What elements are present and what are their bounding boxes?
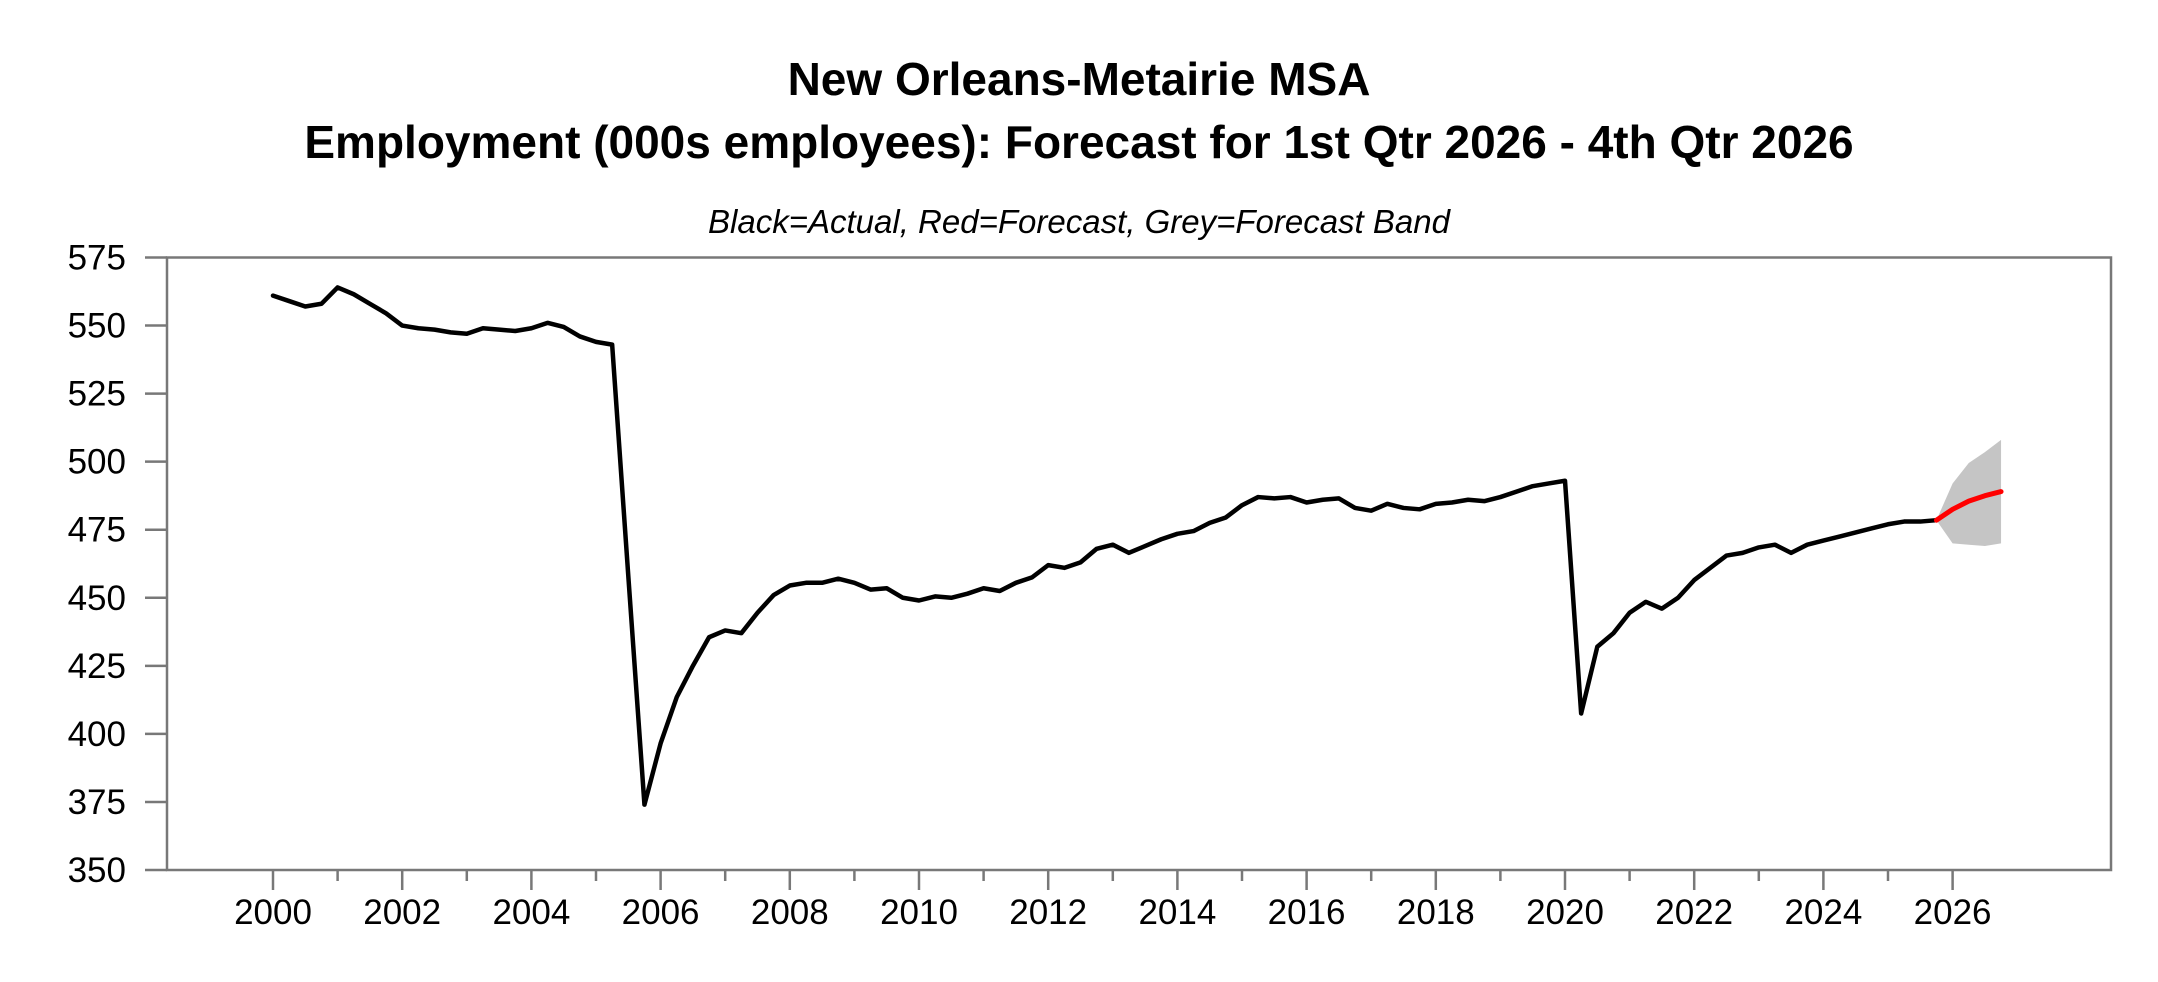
x-tick-label: 2012	[1009, 893, 1087, 932]
y-tick-label: 375	[68, 783, 126, 822]
y-tick-label: 450	[68, 579, 126, 618]
forecast-band	[1936, 439, 2002, 547]
plot-frame	[165, 256, 2113, 872]
x-tick-label: 2008	[751, 893, 829, 932]
x-tick-label: 2016	[1268, 893, 1346, 932]
x-tick-label: 2000	[234, 893, 312, 932]
axes: 350 375 400 425 450 475 500 525 550 575 2000 2002 20…	[68, 239, 1992, 933]
y-tick-label: 400	[68, 715, 126, 754]
x-tick-label: 2026	[1914, 893, 1992, 932]
x-tick-label: 2014	[1138, 893, 1216, 932]
x-tick-label: 2010	[880, 893, 958, 932]
y-tick-label: 500	[68, 443, 126, 482]
x-tick-label: 2004	[492, 893, 570, 932]
actual-series-line	[270, 285, 1939, 807]
chart-title-line2: Employment (000s employees): Forecast fo…	[304, 116, 1853, 168]
x-tick-label: 2002	[363, 893, 441, 932]
chart-legend-note: Black=Actual, Red=Forecast, Grey=Forecas…	[708, 203, 1452, 240]
forecast-series-line	[1933, 489, 2004, 523]
plot-area	[165, 256, 2113, 872]
x-tick-label: 2024	[1784, 893, 1862, 932]
x-tick-label: 2018	[1397, 893, 1475, 932]
y-tick-label: 575	[68, 239, 126, 278]
y-tick-label: 425	[68, 647, 126, 686]
chart-title-line1: New Orleans-Metairie MSA	[788, 53, 1371, 105]
y-tick-label: 525	[68, 375, 126, 414]
x-tick-label: 2020	[1526, 893, 1604, 932]
x-tick-label: 2022	[1655, 893, 1733, 932]
y-tick-label: 475	[68, 511, 126, 550]
y-tick-label: 350	[68, 851, 126, 890]
x-tick-label: 2006	[622, 893, 700, 932]
y-tick-label: 550	[68, 307, 126, 346]
